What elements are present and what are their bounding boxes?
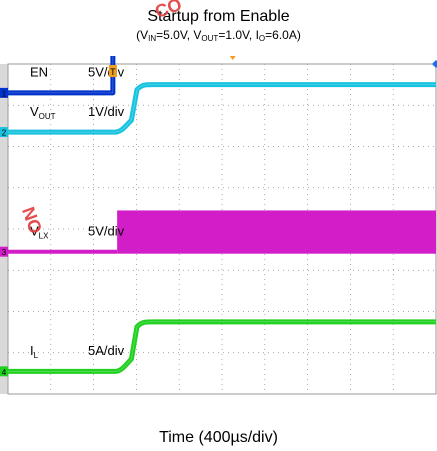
- series-scale: 5V/div: [88, 223, 125, 238]
- x-axis-label: Time (400µs/div): [159, 429, 278, 446]
- trigger-marker: [108, 65, 117, 77]
- trigger-position-arrow: [229, 56, 236, 60]
- channel-marker-label: 2: [2, 129, 7, 138]
- subtitle-sub-o: O: [258, 34, 266, 43]
- series-label: EN: [30, 65, 48, 80]
- trace-noise-vout: [8, 84, 436, 133]
- series-scale: 5V/div: [88, 65, 125, 80]
- subtitle-part-5: =1.0V, I: [218, 28, 259, 42]
- channel-marker-label: 1: [2, 89, 7, 98]
- channel-marker-4: [0, 366, 8, 377]
- series-scale: 5A/div: [88, 343, 125, 358]
- series-label: VOUT: [30, 104, 56, 121]
- subtitle-part-7: =6.0A): [265, 28, 301, 42]
- chart-title: Startup from Enable: [147, 8, 290, 25]
- chart-subtitle: (VIN=5.0V, VOUT=1.0V, IO=6.0A): [0, 27, 437, 43]
- scope-plot: 1 EN 5V/div 2 VOUT 1V/div 3 VLX 5V/div 4 IL 5A/div T: [0, 56, 437, 404]
- series-scale: 1V/div: [88, 104, 125, 119]
- channel-marker-1: [0, 87, 8, 98]
- channel-marker-label: 4: [2, 368, 7, 377]
- subtitle-part-3: =5.0V, V: [156, 28, 202, 42]
- subtitle-sub-out: OUT: [201, 34, 219, 43]
- trace-vlx-switching: [117, 210, 436, 254]
- trigger-level-marker: [432, 60, 437, 68]
- channel-marker-2: [0, 127, 8, 138]
- trace-vout: [8, 82, 436, 135]
- channel-marker-label: 3: [2, 248, 7, 257]
- series-label: IL: [30, 343, 39, 360]
- trigger-marker-label: T: [110, 67, 116, 77]
- subtitle-part-1: (V: [136, 28, 149, 42]
- trace-il: [8, 319, 436, 374]
- trace-noise-il: [8, 321, 436, 372]
- scope-left-bar: [0, 64, 8, 394]
- subtitle-sub-in: IN: [148, 34, 157, 43]
- series-label: VLX: [30, 223, 49, 240]
- channel-marker-3: [0, 246, 8, 257]
